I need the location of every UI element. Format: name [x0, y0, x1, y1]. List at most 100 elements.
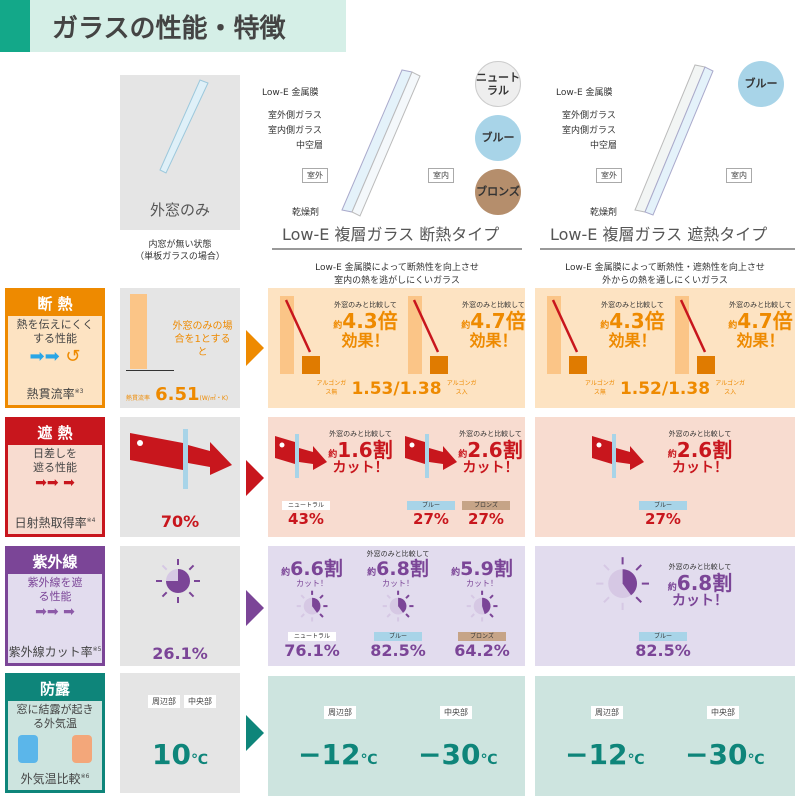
double-glass-icon	[634, 64, 714, 216]
uv-sun-icon	[382, 590, 414, 622]
color-chip: ブルー	[653, 633, 672, 640]
category-uv: 紫外線 紫外線を遮る性能 ➡➡ ➡ 紫外線カット率※5	[5, 546, 105, 666]
category-desc: 窓に結露が起きる外気温	[16, 703, 94, 730]
type1-desc-2: 室内の熱を逃がしにくいガラス	[334, 276, 460, 286]
condensation-type1: 周辺部 中央部 −12℃ −30℃	[268, 676, 525, 796]
category-metric: 日射熱取得率	[14, 516, 87, 530]
category-metric: 紫外線カット率	[8, 645, 93, 659]
label-desiccant: 乾燥剤	[292, 208, 320, 218]
label-outside: 室外	[596, 168, 622, 183]
cut-label: カット！	[332, 459, 389, 476]
single-note: 外窓のみの場合を1とすると	[172, 321, 233, 358]
compare-label: 外窓のみと比較して	[366, 550, 430, 558]
unit: ℃	[191, 752, 208, 768]
single-value: 10	[152, 738, 191, 771]
label-desiccant: 乾燥剤	[590, 208, 618, 218]
category-title: 遮 熱	[8, 420, 102, 445]
type2-title: Low-E 複層ガラス 遮熱タイプ	[550, 225, 768, 244]
single-bar	[675, 296, 689, 374]
condensation-type2: 周辺部 中央部 −12℃ −30℃	[535, 676, 795, 796]
label-inside: 室内	[726, 168, 752, 183]
compare-label: 外窓のみと比較して	[334, 301, 397, 309]
rate-value: 27%	[645, 510, 681, 528]
effect-value: 4.3倍	[609, 308, 665, 333]
note: ※3	[74, 388, 84, 395]
center-value: −30	[418, 738, 481, 771]
solar-type1: 外窓のみと比較して 約1.6割 カット！ 外窓のみと比較して 約2.6割 カット！ ニュート…	[268, 417, 525, 537]
uv-type2: 外窓のみと比較して 約6.8割 カット！ ブルー 82.5%	[535, 546, 795, 666]
rate-value: 64.2%	[454, 641, 510, 660]
reduced-bar	[697, 356, 715, 374]
note: ※4	[86, 517, 96, 524]
cut-label: カット！	[672, 592, 728, 609]
compare-label: 外窓のみと比較して	[329, 430, 392, 438]
argon-none: アルゴンガス無	[316, 380, 347, 396]
center-label: 中央部	[707, 706, 739, 719]
single-glass-card: 外窓のみ	[120, 75, 240, 230]
sunlight-arrow-icon	[275, 434, 327, 478]
warm-thermometer-icon	[72, 734, 92, 763]
approx-label: 約	[458, 449, 468, 460]
type2-desc-2: 外からの熱を通しにくいガラス	[602, 276, 728, 286]
down-arrow-icon	[679, 299, 707, 353]
unit: ℃	[747, 752, 765, 768]
reduced-bar	[569, 356, 587, 374]
reduced-bar	[302, 356, 320, 374]
center-label: 中央部	[184, 695, 216, 708]
sunlight-arrow-icon	[130, 429, 232, 489]
note: ※5	[92, 646, 102, 653]
label-outer: 室外側ガラス	[562, 111, 616, 121]
color-chip: ニュートラル	[287, 502, 324, 509]
single-note-1: 内窓が無い状態	[148, 240, 212, 250]
label-outside: 室外	[302, 168, 328, 183]
color-chip: ニュートラル	[293, 633, 330, 640]
uv-sun-icon	[156, 559, 200, 603]
edge-label: 周辺部	[324, 706, 356, 719]
argon-filled: アルゴンガス入	[446, 380, 477, 396]
solar-type2: 外窓のみと比較して 約2.6割 カット！ ブルー 27%	[535, 417, 795, 537]
cut-value: 6.8割	[676, 570, 733, 595]
label-hollow: 中空層	[296, 141, 324, 151]
type1-desc-1: Low-E 金属膜によって断熱性を向上させ	[315, 263, 479, 273]
sunlight-arrow-icon	[405, 434, 457, 478]
down-arrow-icon	[412, 299, 440, 353]
unit: ℃	[360, 752, 378, 768]
arrow-right-icon	[246, 715, 264, 751]
single-bar	[547, 296, 561, 374]
argon-none: アルゴンガス無	[584, 380, 615, 396]
edge-label: 周辺部	[591, 706, 623, 719]
approx-label: 約	[667, 449, 677, 460]
compare-label: 外窓のみと比較して	[729, 301, 792, 309]
single-value: 6.51	[155, 384, 200, 405]
color-chip: ブルー	[653, 502, 672, 509]
arrow-right-icon	[246, 460, 264, 496]
type1-diagram: Low-E 金属膜 室外側ガラス 室内側ガラス 中空層 室外 室内 乾燥剤 ニュ…	[262, 55, 532, 286]
category-title: 紫外線	[8, 549, 102, 574]
approx-label: 約	[667, 582, 677, 593]
compare-label: 外窓のみと比較して	[462, 301, 525, 309]
edge-label: 周辺部	[148, 695, 180, 708]
color-bronze: ブロンズ	[475, 169, 521, 215]
insulation-type2: 外窓のみと比較して 約4.3倍 効果！ 外窓のみと比較して 約4.7倍 効果！ アルゴンガス…	[535, 288, 795, 408]
single-value: 70%	[160, 512, 200, 531]
uv-sun-icon	[296, 590, 328, 622]
unit: ℃	[480, 752, 498, 768]
effect-label: 効果！	[736, 330, 785, 350]
category-desc: 日差しを遮る性能	[33, 447, 77, 474]
cut-value: 6.6割	[290, 558, 343, 580]
edge-value: −12	[565, 738, 628, 771]
category-insulation: 断 熱 熱を伝えにくくする性能 ➡➡ ↺ 熱貫流率※3	[5, 288, 105, 408]
cut-label: カット！	[466, 578, 498, 588]
cut-value: 2.6割	[676, 437, 733, 462]
color-chip: ブルー	[421, 502, 440, 509]
uv-sun-icon	[466, 590, 498, 622]
approx-label: 約	[600, 320, 610, 331]
category-solar: 遮 熱 日差しを遮る性能 ➡➡ ➡ 日射熱取得率※4	[5, 417, 105, 537]
effect-label: 効果！	[608, 330, 657, 350]
rate-value: 82.5%	[635, 641, 691, 660]
approx-label: 約	[333, 320, 343, 331]
arrow-right-icon	[246, 330, 264, 366]
sunlight-arrow-icon	[592, 434, 644, 478]
cut-value: 6.8割	[376, 558, 429, 580]
effect-label: 効果！	[469, 330, 518, 350]
